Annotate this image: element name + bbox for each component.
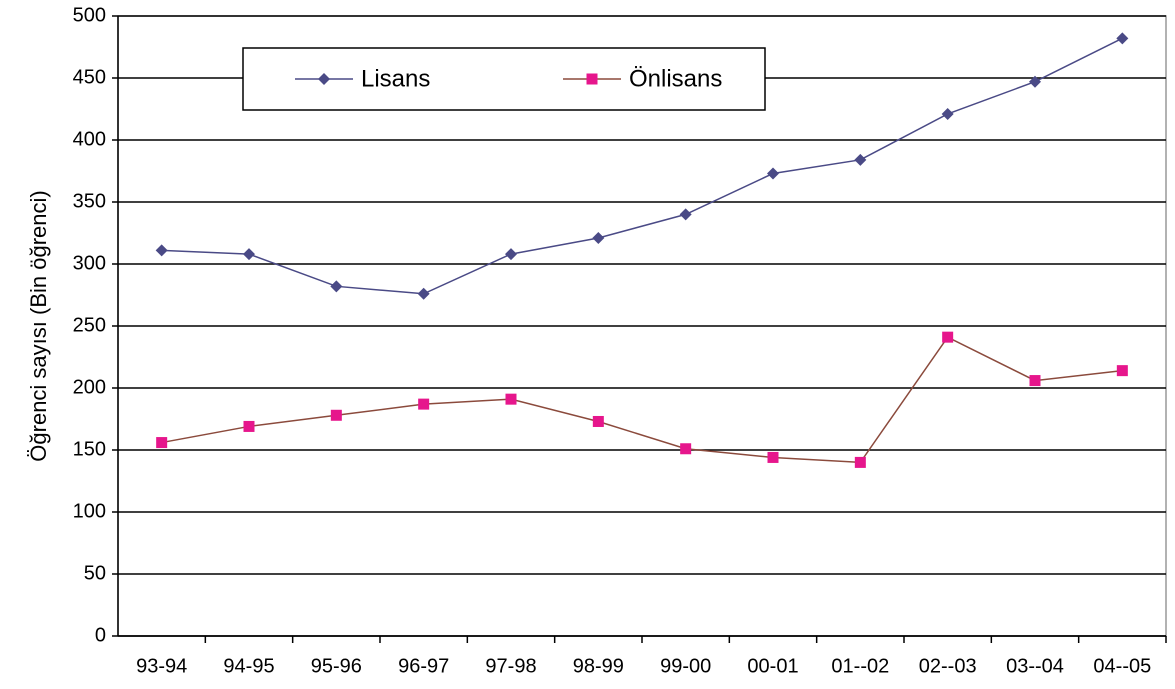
legend-label: Lisans (361, 65, 430, 92)
x-tick-label: 97-98 (485, 655, 536, 677)
y-tick-label: 150 (73, 438, 106, 460)
data-point (854, 153, 867, 166)
data-point (941, 107, 954, 120)
data-point (1116, 32, 1129, 45)
data-point (1029, 75, 1041, 88)
y-tick-label: 100 (73, 500, 106, 522)
y-tick-label: 0 (95, 624, 106, 646)
y-tick-label: 500 (73, 4, 106, 26)
y-tick-label: 400 (73, 128, 106, 150)
x-tick-label: 94-95 (223, 655, 274, 677)
x-tick-label: 93-94 (136, 655, 187, 677)
data-point (243, 420, 255, 432)
y-tick-label: 300 (73, 252, 106, 274)
data-point (418, 398, 430, 410)
x-tick-label: 04--05 (1093, 655, 1151, 677)
y-tick-label: 250 (73, 314, 106, 336)
data-point (155, 244, 168, 257)
x-tick-label: 98-99 (573, 655, 624, 677)
data-point (417, 287, 430, 300)
x-tick-label: 02--03 (919, 655, 977, 677)
y-tick-label: 50 (84, 562, 106, 584)
legend-label: Önlisans (629, 65, 722, 92)
data-point (592, 415, 604, 427)
data-point (679, 208, 692, 221)
legend-marker (586, 73, 598, 85)
x-tick-label: 00-01 (747, 655, 798, 677)
x-tick-label: 96-97 (398, 655, 449, 677)
data-point (243, 248, 255, 261)
x-tick-label: 99-00 (660, 655, 711, 677)
x-tick-label: 03--04 (1006, 655, 1064, 677)
data-point (592, 231, 605, 244)
data-point (942, 331, 954, 343)
data-point (505, 248, 517, 261)
y-tick-label: 450 (73, 66, 106, 88)
series-line (161, 37, 1123, 295)
data-point (330, 280, 343, 293)
data-point (767, 167, 779, 180)
y-tick-label: 200 (73, 376, 106, 398)
y-axis-label: Öğrenci sayısı (Bin öğrenci) (26, 190, 51, 461)
x-tick-label: 95-96 (311, 655, 362, 677)
data-point (680, 443, 692, 455)
data-point (330, 409, 342, 421)
data-point (1116, 365, 1128, 377)
x-tick-label: 01--02 (831, 655, 889, 677)
data-point (505, 393, 517, 405)
series-line (161, 336, 1123, 464)
data-point (854, 456, 866, 468)
data-point (767, 451, 779, 463)
legend-marker (318, 73, 330, 85)
data-point (1029, 375, 1041, 387)
y-tick-label: 350 (73, 190, 106, 212)
data-point (156, 437, 168, 449)
